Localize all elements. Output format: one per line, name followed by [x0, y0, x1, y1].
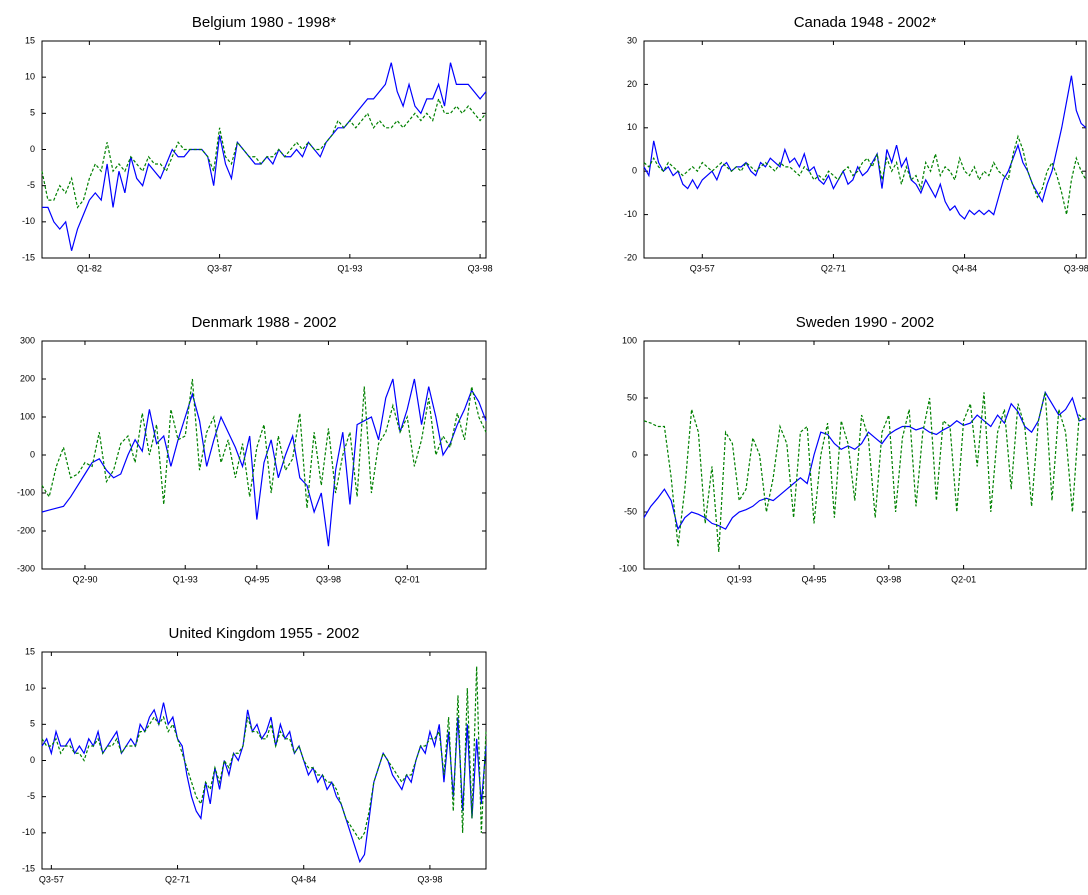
y-tick-label: 30 — [627, 35, 637, 45]
y-tick-label: -10 — [624, 209, 637, 219]
y-tick-label: -200 — [17, 525, 35, 535]
subplot: Belgium 1980 - 1998* -15 -10 -5 0 5 10 15 Q1-82 Q… — [22, 14, 493, 273]
chart-title: Canada 1948 - 2002* — [794, 14, 937, 31]
plot-frame — [643, 340, 1087, 570]
x-tick-label: Q3-98 — [417, 874, 442, 884]
y-tick-label: 0 — [30, 144, 35, 154]
y-tick-label: 5 — [30, 719, 35, 729]
y-tick-label: -15 — [22, 252, 35, 262]
y-tick-label: -10 — [22, 216, 35, 226]
y-tick-label: -20 — [624, 252, 637, 262]
y-tick-label: -100 — [17, 487, 35, 497]
chart-title: Denmark 1988 - 2002 — [191, 314, 336, 331]
subplot: Denmark 1988 - 2002 -300 -200 -100 0 100 200 30… — [17, 314, 487, 584]
y-tick-label: -15 — [22, 863, 35, 873]
y-tick-label: 300 — [20, 335, 35, 345]
x-tick-label: Q2-71 — [821, 263, 846, 273]
subplot: Sweden 1990 - 2002 -100 -50 0 50 100 Q1-93 Q4-9… — [619, 314, 1087, 584]
plot-frame — [41, 340, 487, 570]
series-line — [643, 134, 1087, 215]
x-tick-label: Q4-84 — [291, 874, 316, 884]
y-tick-label: -100 — [619, 563, 637, 573]
x-tick-label: Q1-82 — [77, 263, 102, 273]
series-line — [41, 378, 487, 509]
x-tick-label: Q3-98 — [1064, 263, 1088, 273]
series-line — [41, 666, 487, 842]
x-tick-label: Q3-98 — [876, 574, 901, 584]
x-tick-label: Q2-90 — [72, 574, 97, 584]
y-tick-label: 10 — [25, 72, 35, 82]
plot-frame — [41, 40, 487, 259]
x-tick-label: Q4-95 — [801, 574, 826, 584]
chart-title: United Kingdom 1955 - 2002 — [169, 625, 360, 642]
x-tick-label: Q2-01 — [395, 574, 420, 584]
x-tick-label: Q3-57 — [39, 874, 64, 884]
x-tick-label: Q3-98 — [468, 263, 493, 273]
series-line — [41, 702, 487, 864]
x-tick-label: Q1-93 — [727, 574, 752, 584]
y-tick-label: 0 — [632, 449, 637, 459]
plot-frame — [41, 651, 487, 870]
x-tick-label: Q4-84 — [952, 263, 977, 273]
series-line — [41, 97, 487, 209]
y-tick-label: 10 — [627, 122, 637, 132]
x-tick-label: Q2-71 — [165, 874, 190, 884]
y-tick-label: 20 — [627, 79, 637, 89]
y-tick-label: 200 — [20, 373, 35, 383]
y-tick-label: -10 — [22, 827, 35, 837]
y-tick-label: 100 — [622, 335, 637, 345]
series-line — [643, 390, 1087, 531]
x-tick-label: Q1-93 — [337, 263, 362, 273]
plot-frame — [643, 40, 1087, 259]
series-line — [41, 378, 487, 547]
y-tick-label: -5 — [27, 180, 35, 190]
chart-title: Sweden 1990 - 2002 — [796, 314, 934, 331]
y-tick-label: -5 — [27, 791, 35, 801]
y-tick-label: 5 — [30, 108, 35, 118]
chart-title: Belgium 1980 - 1998* — [192, 14, 336, 31]
y-tick-label: 0 — [632, 166, 637, 176]
y-tick-label: 15 — [25, 646, 35, 656]
y-tick-label: 15 — [25, 35, 35, 45]
x-tick-label: Q3-98 — [316, 574, 341, 584]
x-tick-label: Q3-87 — [207, 263, 232, 273]
y-tick-label: -300 — [17, 563, 35, 573]
series-line — [643, 75, 1087, 220]
subplot: Canada 1948 - 2002* -20 -10 0 10 20 30 Q3-57 Q2-… — [624, 14, 1088, 273]
x-tick-label: Q1-93 — [173, 574, 198, 584]
y-tick-label: -50 — [624, 506, 637, 516]
y-tick-label: 10 — [25, 683, 35, 693]
x-tick-label: Q2-01 — [951, 574, 976, 584]
y-tick-label: 50 — [627, 392, 637, 402]
series-line — [643, 392, 1087, 552]
x-tick-label: Q4-95 — [244, 574, 269, 584]
y-tick-label: 0 — [30, 449, 35, 459]
x-tick-label: Q3-57 — [690, 263, 715, 273]
y-tick-label: 100 — [20, 411, 35, 421]
y-tick-label: 0 — [30, 755, 35, 765]
subplot: United Kingdom 1955 - 2002 -15 -10 -5 0 5 10 15… — [22, 625, 487, 884]
